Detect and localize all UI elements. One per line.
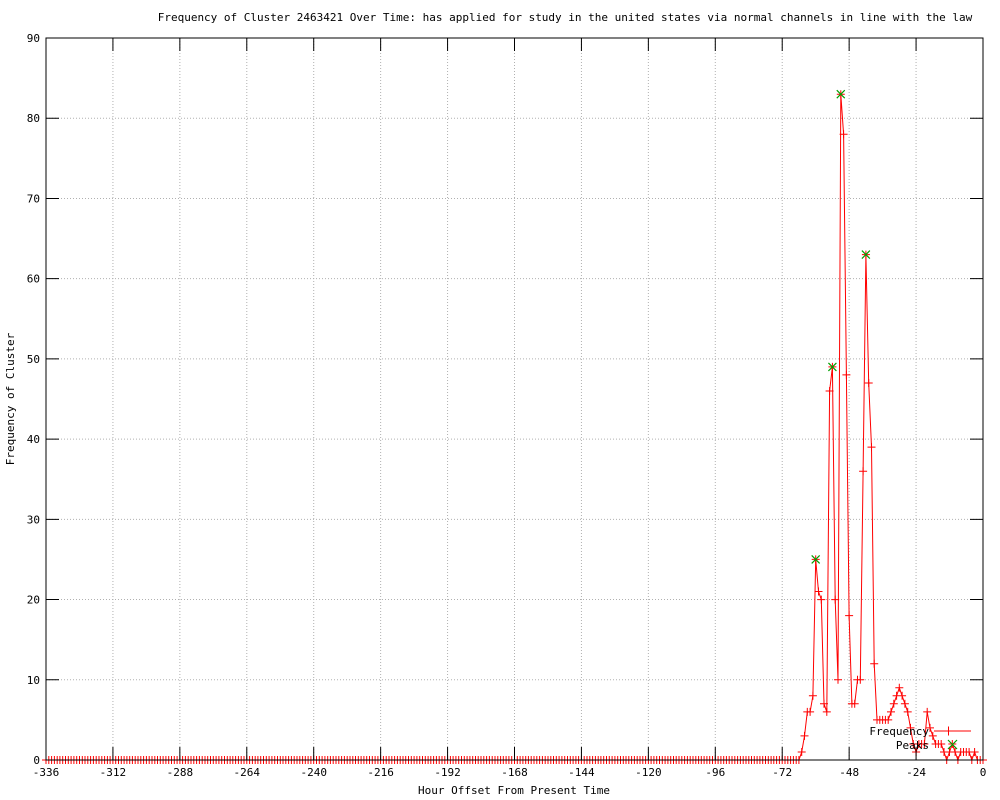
legend-peaks-label: Peaks: [896, 739, 929, 752]
legend-frequency-sample-plus-icon: [944, 726, 953, 736]
y-tick-label: 90: [27, 32, 40, 45]
x-tick-label: -48: [839, 766, 859, 779]
y-tick-label: 50: [27, 353, 40, 366]
x-tick-label: 0: [980, 766, 987, 779]
x-tick-label: -120: [635, 766, 662, 779]
axis-tick-marks: [45, 37, 984, 761]
x-tick-label: -216: [367, 766, 394, 779]
x-tick-label: -72: [772, 766, 792, 779]
y-tick-label: 60: [27, 273, 40, 286]
grid-lines: [46, 38, 983, 760]
x-tick-label: -24: [906, 766, 926, 779]
y-tick-label: 20: [27, 594, 40, 607]
y-tick-label: 0: [33, 754, 40, 767]
y-tick-label: 10: [27, 674, 40, 687]
x-tick-label: -288: [167, 766, 194, 779]
peaks-series: [811, 89, 871, 564]
y-tick-label: 40: [27, 433, 40, 446]
legend-frequency-sample-line: [934, 727, 971, 731]
y-tick-label: 30: [27, 513, 40, 526]
x-tick-label: -336: [33, 766, 60, 779]
tick-marks-path: [45, 37, 984, 761]
x-tick-label: -96: [705, 766, 725, 779]
y-tick-label: 80: [27, 112, 40, 125]
x-axis-label: Hour Offset From Present Time: [418, 784, 610, 797]
x-tick-label: -312: [100, 766, 127, 779]
chart-title: Frequency of Cluster 2463421 Over Time: …: [158, 11, 973, 24]
x-tick-label: -168: [501, 766, 528, 779]
x-tick-label: -192: [434, 766, 461, 779]
peaks-x-markers: [811, 89, 871, 564]
y-axis-label: Frequency of Cluster: [4, 332, 17, 465]
axis-tick-labels: -336 -312 -288 -264 -240 -216 -192 -168 -144 -120…: [27, 32, 987, 779]
legend-peaks-sample-x-icon: [947, 739, 958, 750]
legend-frequency-label: Frequency: [869, 725, 929, 738]
x-tick-label: -144: [568, 766, 595, 779]
x-tick-label: -264: [234, 766, 261, 779]
legend: Frequency Peaks: [869, 725, 971, 752]
y-tick-label: 70: [27, 192, 40, 205]
x-tick-label: -240: [300, 766, 327, 779]
